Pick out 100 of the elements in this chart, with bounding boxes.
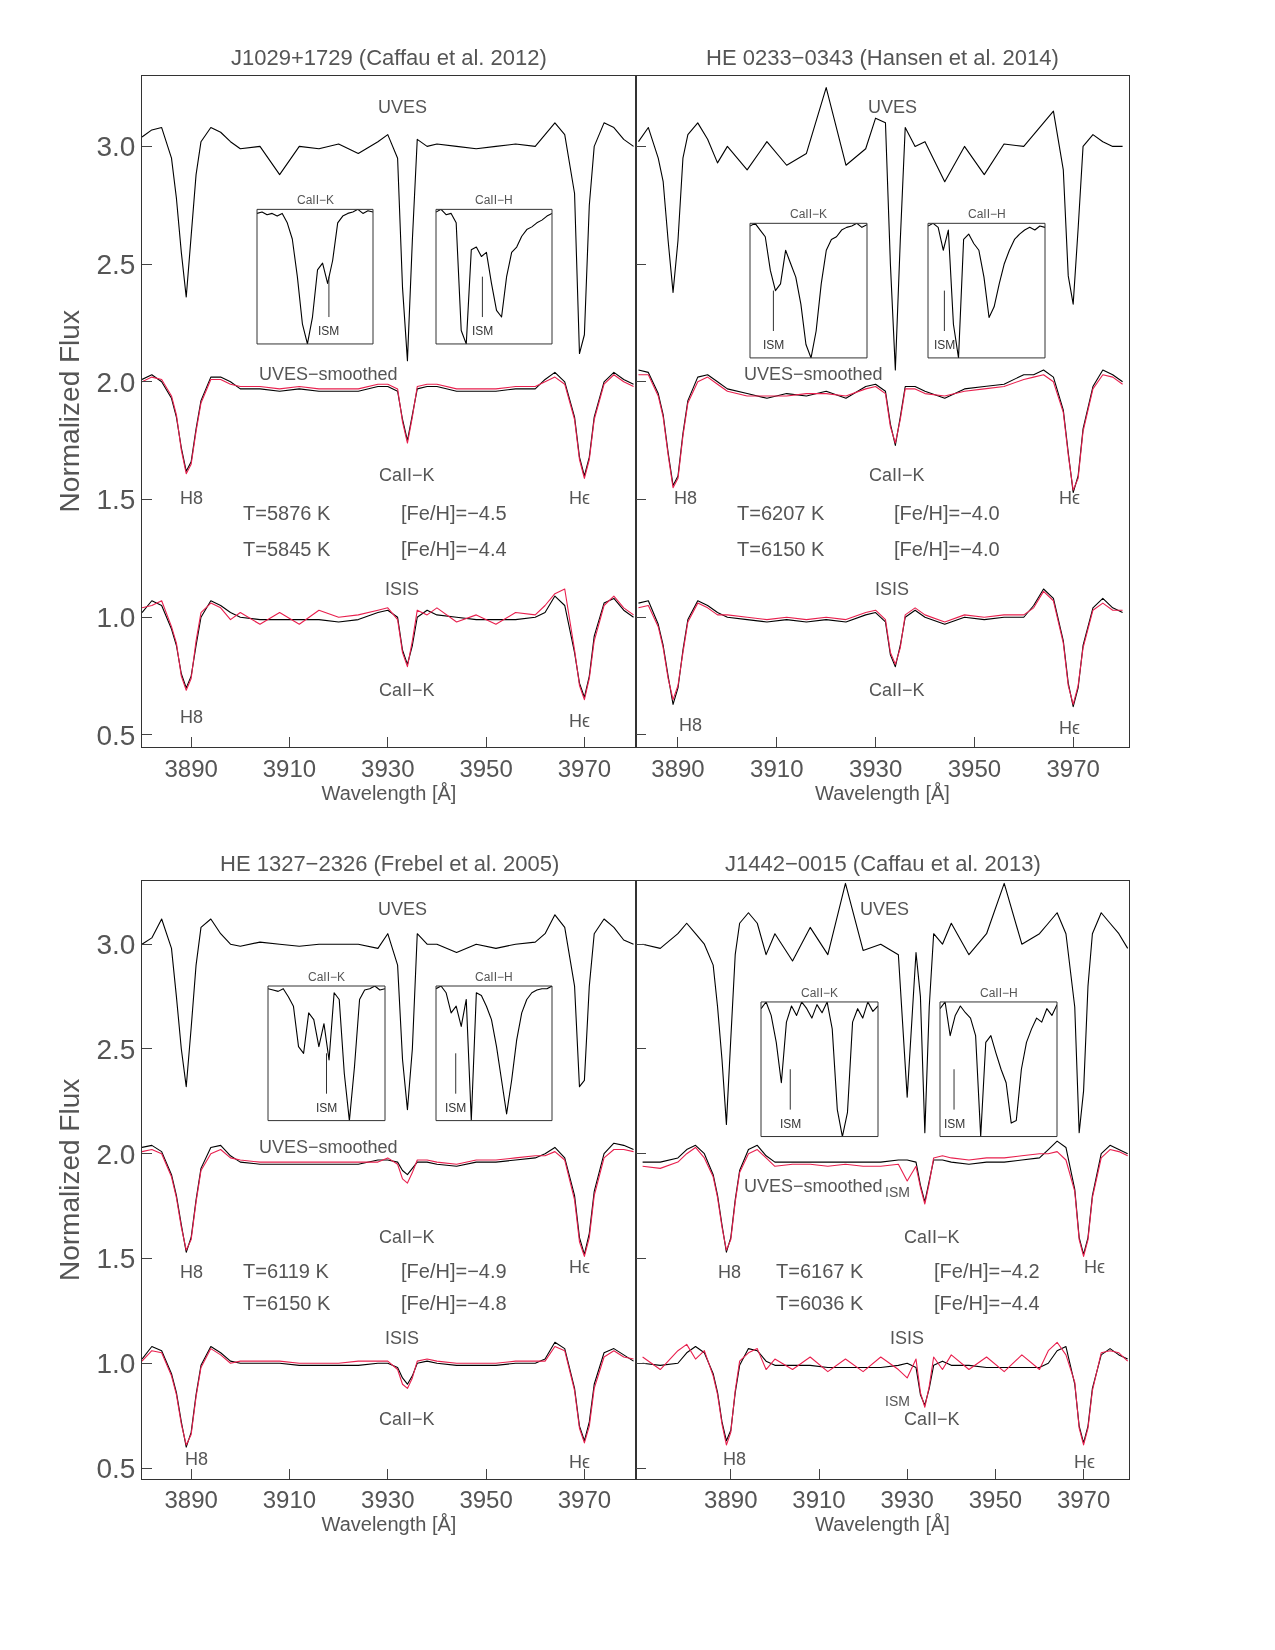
annotation: ISIS — [875, 579, 910, 599]
annotation: H8 — [718, 1262, 742, 1282]
y-tick-label: 0.5 — [96, 1452, 136, 1484]
annotation: H8 — [180, 488, 204, 508]
annotation: H8 — [180, 707, 204, 727]
annotation: CaII−K — [379, 465, 435, 485]
annotation: CaII−K — [379, 1227, 435, 1247]
y-axis-title: Normalized Flux — [54, 1078, 86, 1282]
annotation: [Fe/H]=−4.4 — [401, 538, 507, 560]
annotation: ISM — [472, 324, 494, 338]
y-tick-label: 0.5 — [96, 719, 136, 751]
chart-title: J1029+1729 (Caffau et al. 2012) — [231, 45, 547, 70]
annotation: CaII−K — [379, 1409, 435, 1429]
annotation: Hϵ — [569, 1257, 590, 1277]
annotation: Hϵ — [1059, 718, 1080, 738]
x-tick-label: 3910 — [262, 1486, 317, 1514]
chart-title: CaII−H — [475, 970, 513, 984]
x-tick-label: 3930 — [848, 754, 903, 782]
annotation: ISIS — [890, 1328, 925, 1348]
annotation: ISM — [316, 1101, 338, 1115]
annotation: T=6167 K — [776, 1260, 864, 1282]
chart-title: CaII−H — [475, 193, 513, 207]
x-tick-label: 3950 — [459, 754, 513, 782]
x-tick-label: 3970 — [1056, 1486, 1111, 1514]
annotation: ISM — [445, 1101, 467, 1115]
x-tick-label: 3950 — [459, 1486, 513, 1514]
y-tick-label: 2.0 — [96, 366, 136, 398]
annotation: CaII−K — [869, 680, 925, 700]
annotation: UVES — [868, 97, 918, 117]
x-tick-label: 3950 — [947, 754, 1002, 782]
x-tick-label: 3910 — [262, 754, 317, 782]
annotation: T=5876 K — [243, 502, 331, 524]
x-tick-label: 3930 — [880, 1486, 934, 1514]
annotation: [Fe/H]=−4.8 — [401, 1292, 507, 1314]
chart-title: CaII−H — [980, 986, 1018, 1000]
annotation: ISM — [885, 1184, 910, 1200]
y-tick-label: 1.5 — [96, 1243, 136, 1275]
annotation: T=6150 K — [737, 538, 825, 560]
annotation: ISM — [885, 1393, 910, 1409]
annotation: UVES−smoothed — [744, 364, 883, 384]
annotation: UVES — [860, 899, 910, 919]
y-tick-label: 3.0 — [96, 928, 136, 960]
x-tick-label: 3930 — [361, 1486, 415, 1514]
annotation: ISM — [763, 338, 785, 352]
annotation: H8 — [180, 1262, 204, 1282]
x-tick-label: 3890 — [704, 1486, 758, 1514]
annotation: H8 — [674, 488, 698, 508]
annotation: [Fe/H]=−4.4 — [934, 1292, 1040, 1314]
annotation: ISM — [318, 324, 340, 338]
annotation: UVES — [378, 899, 428, 919]
y-tick-label: 1.0 — [96, 1348, 136, 1380]
y-tick-label: 2.0 — [96, 1138, 136, 1170]
x-tick-label: 3890 — [651, 754, 705, 782]
y-axis-title: Normalized Flux — [54, 310, 86, 513]
annotation: T=6036 K — [776, 1292, 864, 1314]
annotation: H8 — [723, 1449, 747, 1469]
chart-title: CaII−K — [308, 970, 346, 984]
x-axis-title: Wavelength [Å] — [815, 781, 950, 804]
y-tick-label: 1.0 — [96, 602, 136, 634]
x-tick-label: 3970 — [1046, 754, 1100, 782]
annotation: ISM — [780, 1117, 802, 1131]
annotation: [Fe/H]=−4.0 — [894, 538, 1000, 560]
x-axis-title: Wavelength [Å] — [321, 781, 457, 804]
annotation: T=5845 K — [243, 538, 331, 560]
chart-title: HE 0233−0343 (Hansen et al. 2014) — [706, 45, 1059, 70]
annotation: H8 — [679, 715, 703, 735]
annotation: CaII−K — [904, 1227, 960, 1247]
annotation: ISIS — [385, 1328, 420, 1348]
annotation: T=6119 K — [243, 1260, 330, 1282]
chart-title: CaII−K — [790, 207, 828, 221]
x-tick-label: 3910 — [792, 1486, 846, 1514]
x-tick-label: 3910 — [750, 754, 804, 782]
annotation: ISIS — [385, 579, 420, 599]
annotation: Hϵ — [569, 488, 590, 508]
x-tick-label: 3970 — [557, 1486, 612, 1514]
annotation: UVES — [378, 97, 428, 117]
x-axis-title: Wavelength [Å] — [815, 1513, 950, 1536]
y-tick-label: 3.0 — [96, 131, 136, 163]
chart-title: J1442−0015 (Caffau et al. 2013) — [725, 851, 1041, 876]
x-axis-title: Wavelength [Å] — [321, 1513, 457, 1536]
x-tick-label: 3930 — [361, 754, 415, 782]
annotation: ISM — [934, 338, 956, 352]
annotation: T=6207 K — [737, 502, 825, 524]
x-tick-label: 3890 — [164, 754, 218, 782]
x-tick-label: 3950 — [968, 1486, 1023, 1514]
line-series — [142, 914, 635, 1111]
chart-title: HE 1327−2326 (Frebel et al. 2005) — [220, 851, 560, 876]
y-tick-label: 1.5 — [96, 484, 136, 516]
x-tick-label: 3970 — [557, 754, 612, 782]
annotation: CaII−K — [869, 465, 925, 485]
y-tick-label: 2.5 — [96, 1033, 136, 1065]
annotation: CaII−K — [379, 680, 435, 700]
y-tick-label: 2.5 — [96, 248, 136, 280]
annotation: Hϵ — [569, 1452, 590, 1472]
annotation: [Fe/H]=−4.9 — [401, 1260, 507, 1282]
annotation: Hϵ — [1059, 488, 1080, 508]
annotation: T=6150 K — [243, 1292, 331, 1314]
annotation: UVES−smoothed — [744, 1176, 883, 1196]
x-tick-label: 3890 — [164, 1486, 218, 1514]
chart-title: CaII−K — [801, 986, 839, 1000]
